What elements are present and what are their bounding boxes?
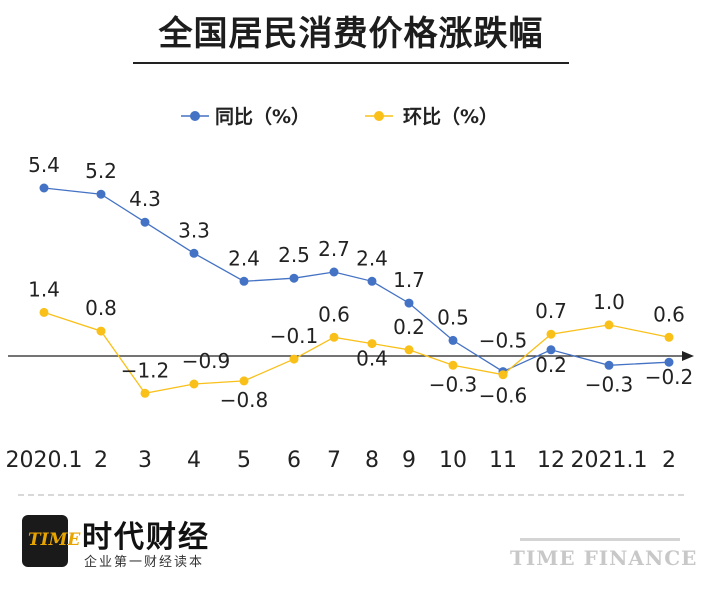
series-1-line (43, 187, 670, 373)
series-2-data-label: 0.6 (653, 302, 685, 326)
series-1-point (239, 276, 249, 286)
series-1-data-label: 1.7 (393, 268, 425, 292)
series-2-data-label: −0.6 (479, 384, 528, 408)
series-2-point (604, 320, 614, 330)
series-1-point (96, 189, 106, 199)
x-tick-label: 10 (439, 448, 467, 473)
series-2-data-label: 0.6 (318, 302, 350, 326)
series-1-data-label: 3.3 (178, 218, 210, 242)
series-2-data-label: 1.4 (28, 277, 60, 301)
series-1-data-label: −0.3 (585, 372, 634, 396)
x-tick-label: 2 (662, 448, 676, 473)
logo-mark: TIME (28, 530, 81, 550)
series-2-data-label: 0.8 (85, 296, 117, 320)
series-2-data-label: −1.2 (121, 358, 170, 382)
legend-series-1-marker (190, 111, 200, 121)
x-axis-arrow (682, 351, 694, 361)
series-2-point (239, 376, 249, 386)
series-2-point (96, 326, 106, 336)
series-2-data-label: 0.2 (393, 315, 425, 339)
series-1-data-label: 2.5 (278, 243, 310, 267)
brand-english: TIME FINANCE (510, 546, 698, 570)
series-1-point (546, 345, 556, 355)
series-1-point (140, 217, 150, 227)
x-tick-label: 6 (287, 448, 301, 473)
series-2-data-label: −0.3 (429, 372, 478, 396)
x-tick-label: 5 (237, 448, 251, 473)
line-chart: 同比（%） 环比（%）5.4 5.24.33.32.4 2.5 2.7 2.41.70.5… (8, 105, 694, 412)
footer-divider (18, 494, 684, 496)
brand-slogan: 企业第一财经读本 (84, 555, 205, 570)
series-2-line (43, 311, 670, 395)
series-1-data-label: 2.7 (318, 237, 350, 261)
series-2-data-label: 0.4 (356, 347, 388, 371)
title-underline (133, 62, 569, 64)
series-2-point (498, 370, 508, 380)
chart-title: 全国居民消费价格涨跌幅 (158, 14, 544, 54)
series-2-point (367, 339, 377, 349)
brand-english-rule (520, 538, 680, 541)
series-2-point (664, 332, 674, 342)
series-2-point (39, 307, 49, 317)
series-2-data-label: 1.0 (593, 290, 625, 314)
x-tick-label: 7 (327, 448, 341, 473)
series-1-data-label: −0.5 (479, 329, 528, 353)
series-1-point (448, 335, 458, 345)
x-tick-label: 11 (489, 448, 517, 473)
x-tick-label: 2021.1 (570, 448, 648, 473)
series-2-point (404, 345, 414, 355)
x-tick-label: 8 (365, 448, 379, 473)
series-2-point (289, 354, 299, 364)
legend-series-2-marker (374, 111, 384, 121)
series-2-data-label: −0.1 (270, 324, 319, 348)
series-2-point (140, 388, 150, 398)
series-2-point (448, 360, 458, 370)
x-tick-label: 12 (537, 448, 565, 473)
series-2-data-label: −0.8 (220, 388, 269, 412)
x-tick-label: 2020.1 (5, 448, 83, 473)
series-1-data-label: 2.4 (356, 246, 388, 270)
series-1-data-label: −0.2 (645, 365, 694, 389)
series-1-data-label: 0.5 (437, 305, 469, 329)
legend-series-1-label: 同比（%） (215, 105, 310, 128)
series-1-point (404, 298, 414, 308)
series-1-point (664, 357, 674, 367)
series-1-point (367, 276, 377, 286)
series-2-point (329, 332, 339, 342)
legend-series-2-label: 环比（%） (403, 105, 498, 128)
series-1-point (189, 248, 199, 258)
series-1-data-label: 5.2 (85, 159, 117, 183)
series-2-data-label: −0.9 (182, 349, 231, 373)
x-tick-label: 4 (187, 448, 201, 473)
series-1-data-label: 4.3 (129, 187, 161, 211)
series-1-data-label: 2.4 (228, 246, 260, 270)
brand-name: 时代财经 (82, 520, 210, 555)
series-2-point (189, 379, 199, 389)
series-2-data-label: 0.7 (535, 299, 567, 323)
series-1-data-label: 0.2 (535, 353, 567, 377)
x-tick-label: 3 (138, 448, 152, 473)
series-1-data-label: 5.4 (28, 153, 60, 177)
series-2-point (546, 329, 556, 339)
series-1-point (289, 273, 299, 283)
series-1-point (329, 267, 339, 277)
logo-icon: TIME (22, 515, 80, 567)
series-1-point (39, 183, 49, 193)
series-1-point (604, 360, 614, 370)
x-tick-label: 2 (94, 448, 108, 473)
x-tick-label: 9 (402, 448, 416, 473)
